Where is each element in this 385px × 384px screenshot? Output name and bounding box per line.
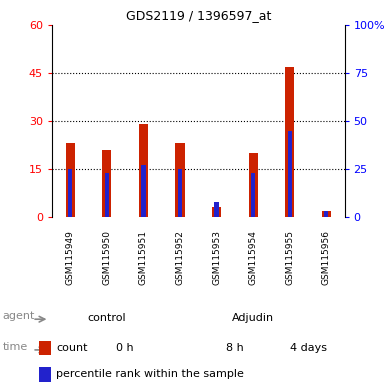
Text: Adjudin: Adjudin bbox=[232, 313, 274, 323]
Bar bbox=[251, 173, 255, 217]
Text: GSM115949: GSM115949 bbox=[66, 230, 75, 285]
Bar bbox=[141, 165, 146, 217]
Text: percentile rank within the sample: percentile rank within the sample bbox=[56, 369, 244, 379]
Text: count: count bbox=[56, 343, 87, 353]
Text: time: time bbox=[3, 342, 28, 352]
Text: GSM115953: GSM115953 bbox=[212, 230, 221, 285]
Text: control: control bbox=[87, 313, 126, 323]
Bar bbox=[176, 143, 184, 217]
Bar bbox=[139, 124, 148, 217]
Text: GSM115954: GSM115954 bbox=[249, 230, 258, 285]
Bar bbox=[39, 367, 51, 382]
Bar bbox=[322, 210, 331, 217]
Bar bbox=[68, 169, 72, 217]
Bar bbox=[102, 150, 111, 217]
Bar bbox=[105, 173, 109, 217]
Text: GSM115956: GSM115956 bbox=[322, 230, 331, 285]
Text: 0 h: 0 h bbox=[116, 343, 134, 354]
Bar bbox=[249, 153, 258, 217]
Bar bbox=[178, 169, 182, 217]
Bar bbox=[324, 211, 328, 217]
Text: GSM115952: GSM115952 bbox=[176, 230, 184, 285]
Text: GSM115955: GSM115955 bbox=[285, 230, 294, 285]
Text: GSM115951: GSM115951 bbox=[139, 230, 148, 285]
Title: GDS2119 / 1396597_at: GDS2119 / 1396597_at bbox=[126, 9, 271, 22]
Bar bbox=[39, 341, 51, 355]
Text: agent: agent bbox=[3, 311, 35, 321]
Text: 4 days: 4 days bbox=[290, 343, 326, 354]
Bar bbox=[214, 202, 219, 217]
Bar bbox=[285, 66, 294, 217]
Bar bbox=[288, 131, 292, 217]
Text: GSM115950: GSM115950 bbox=[102, 230, 111, 285]
Bar bbox=[66, 143, 75, 217]
Bar bbox=[212, 207, 221, 217]
Text: 8 h: 8 h bbox=[226, 343, 244, 354]
